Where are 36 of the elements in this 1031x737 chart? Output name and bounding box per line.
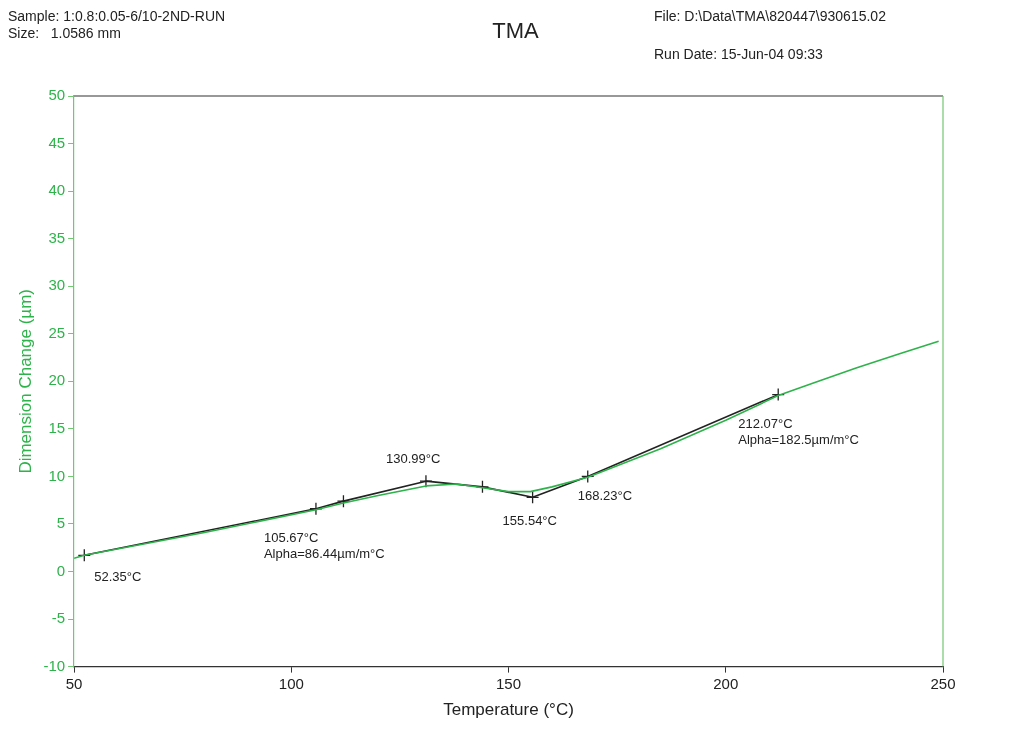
text: Size: 1.0586 mm (8, 25, 121, 41)
text: Run Date: 15-Jun-04 09:33 (654, 46, 823, 62)
annotation: 105.67°C (263, 530, 319, 546)
chart-title: TMA (492, 18, 539, 43)
x-tick-label: 200 (713, 674, 739, 692)
y-tick-label: -5 (51, 609, 66, 627)
point (336, 494, 351, 508)
annotation: 155.54°C (502, 512, 557, 528)
x-tick-label: 100 (278, 674, 304, 692)
y-tick-label: 20 (48, 371, 66, 389)
annotation: 168.23°C (577, 487, 633, 503)
annotation: 130.99°C (385, 450, 441, 466)
y-tick-label: 45 (48, 133, 66, 151)
y-axis-title: Dimension Change (µm) (15, 289, 35, 474)
text: Sample: 1:0.8:0.05-6/10-2ND-RUN (8, 8, 226, 24)
y-tick-label: 15 (48, 418, 66, 436)
y-tick-label: 50 (48, 86, 66, 104)
y-tick-label: 40 (48, 181, 66, 199)
annotation: Alpha=86.44µm/m°C (263, 546, 385, 562)
y-tick-label: 25 (48, 323, 66, 341)
annotation: Alpha=182.5µm/m°C (738, 432, 859, 448)
y-tick-label: 0 (56, 561, 66, 579)
point (77, 548, 91, 562)
x-tick-label: 150 (496, 674, 522, 692)
point (525, 490, 540, 504)
annotation: 52.35°C (94, 568, 142, 584)
y-tick-label: 30 (48, 276, 66, 294)
y-tick-label: 5 (56, 514, 66, 532)
x-axis-title: Temperature (°C) (443, 700, 574, 720)
annotation: 212.07°C (738, 416, 793, 432)
y-tick-label: 35 (48, 228, 66, 246)
x-tick-label: 250 (930, 674, 956, 692)
y-tick-label: -10 (43, 656, 66, 674)
y-tick-label: 10 (48, 466, 66, 484)
point (581, 469, 595, 484)
text: File: D:\Data\TMA\820447\930615.02 (654, 8, 886, 24)
